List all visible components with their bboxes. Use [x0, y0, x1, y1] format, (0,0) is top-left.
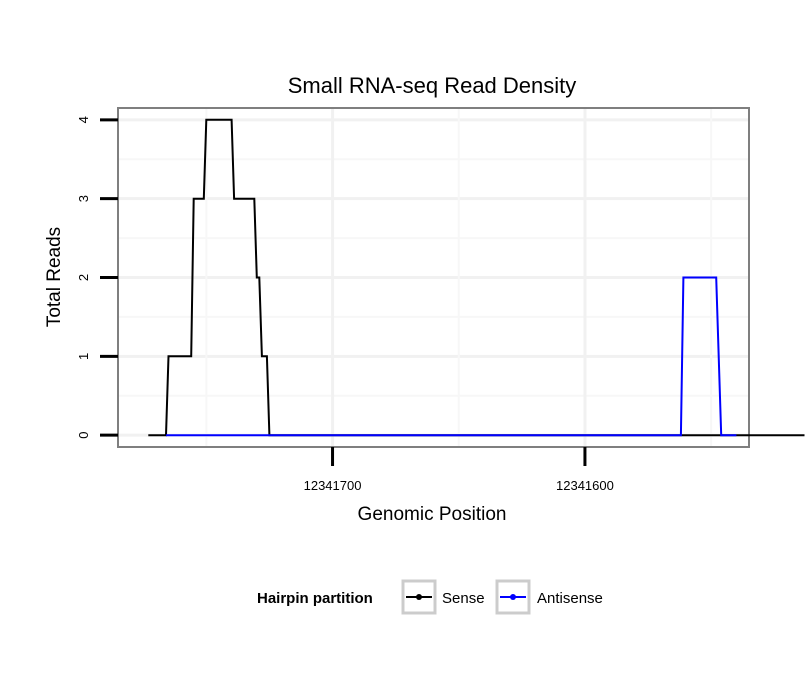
legend-label-sense: Sense	[442, 590, 485, 607]
series-layer	[148, 118, 805, 437]
x-tick-label: 12341700	[304, 478, 362, 493]
y-tick-label: 0	[76, 432, 91, 439]
x-axis: 12341700 12341600	[304, 447, 614, 493]
legend-point-sense	[416, 594, 422, 600]
y-tick-label: 4	[76, 116, 91, 123]
legend-title: Hairpin partition	[257, 590, 373, 607]
x-axis-title: Genomic Position	[358, 504, 507, 525]
legend-point-antisense	[510, 594, 516, 600]
grid-lines	[119, 109, 748, 446]
y-axis: 0 1 2 3 4	[76, 116, 118, 439]
chart-title: Small RNA-seq Read Density	[288, 73, 577, 98]
x-tick-label: 12341600	[556, 478, 614, 493]
y-tick-label: 1	[76, 353, 91, 360]
series-line-antisense	[166, 276, 737, 437]
legend-label-antisense: Antisense	[537, 590, 603, 607]
legend: Hairpin partition Sense Antisense	[257, 579, 603, 615]
y-tick-label: 3	[76, 195, 91, 202]
y-tick-label: 2	[76, 274, 91, 281]
y-axis-title: Total Reads	[44, 227, 65, 327]
